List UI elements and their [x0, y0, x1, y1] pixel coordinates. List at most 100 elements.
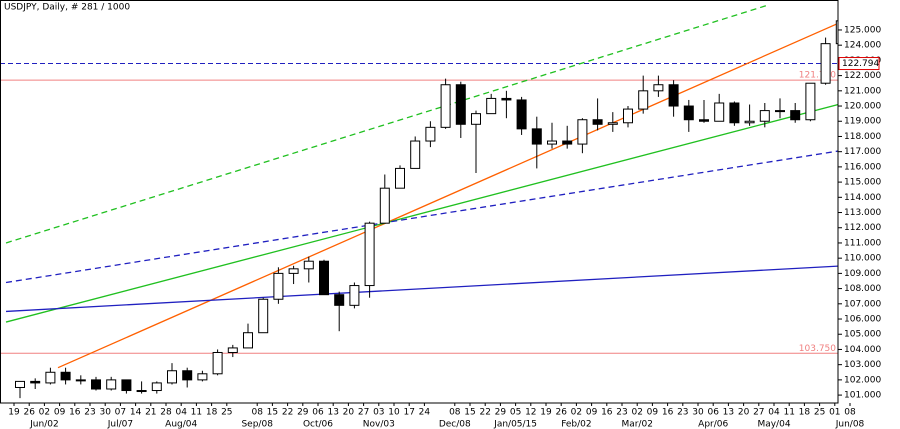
month-label: Sep/08	[241, 420, 273, 429]
x-tick-label: 12	[525, 408, 536, 418]
horizontal-line-label: 121.700	[799, 71, 836, 81]
x-tick-label: 27	[753, 408, 764, 418]
month-label: Jan/05/15	[493, 420, 537, 429]
x-tick-label: 09	[647, 408, 659, 418]
candle-body	[699, 119, 709, 122]
x-tick-label: 25	[814, 408, 825, 418]
x-tick-label: 28	[160, 408, 172, 418]
y-tick-label: 125.000	[844, 25, 881, 35]
x-tick-label: 29	[495, 408, 507, 418]
y-tick-label: 103.000	[844, 360, 881, 370]
candle-body	[683, 105, 694, 121]
x-tick-label: 26	[555, 408, 567, 418]
candle-body	[486, 97, 497, 115]
candle-body	[577, 119, 588, 145]
x-tick-label: 04	[175, 408, 187, 418]
candle-body	[471, 113, 481, 125]
candle-body	[258, 298, 269, 334]
candle-body	[775, 110, 785, 113]
candle-body	[531, 128, 542, 145]
x-tick-label: 05	[510, 408, 521, 418]
axes: 101.000 102.000 103.000 104.000 105.000 106.0…	[8, 25, 881, 429]
candle-body	[364, 222, 375, 287]
y-tick-label: 119.000	[844, 117, 881, 127]
x-tick-label: 16	[69, 408, 81, 418]
y-tick-label: 106.000	[844, 315, 881, 325]
x-tick-label: 15	[267, 408, 278, 418]
y-tick-label: 101.000	[844, 391, 881, 401]
candle-body	[30, 380, 41, 384]
candle-body	[15, 380, 25, 388]
candle-body	[714, 102, 725, 122]
current-price-box	[838, 57, 880, 71]
y-tick-label: 110.000	[844, 254, 881, 264]
candle-body	[820, 43, 831, 84]
candle-body	[638, 90, 649, 110]
x-tick-label: 23	[616, 408, 627, 418]
candle-body	[334, 294, 345, 306]
x-tick-label: 13	[327, 408, 338, 418]
x-tick-label: 19	[540, 408, 552, 418]
current-price-label: 122.794	[842, 59, 879, 69]
y-tick-label: 120.000	[844, 102, 881, 112]
x-tick-label: 27	[358, 408, 369, 418]
month-label: Aug/04	[165, 420, 197, 429]
y-tick-label: 105.000	[844, 330, 881, 340]
candle-body	[516, 99, 527, 130]
x-tick-label: 14	[130, 408, 142, 418]
candle-body	[592, 119, 603, 125]
candle-body	[653, 84, 664, 92]
y-tick-label: 118.000	[844, 132, 881, 142]
month-label: Jul/07	[107, 420, 133, 429]
candle-body	[379, 187, 390, 224]
x-tick-label: 01	[829, 408, 840, 418]
candle-body	[455, 84, 466, 125]
candle-body	[759, 110, 770, 122]
y-tick-label: 104.000	[844, 345, 881, 355]
trend-line	[5, 265, 838, 313]
y-tick-label: 117.000	[844, 147, 881, 157]
candle-body	[547, 140, 557, 145]
x-tick-label: 10	[388, 408, 400, 418]
month-label: Dec/08	[439, 420, 471, 429]
horizontal-line-label: 103.750	[799, 344, 836, 354]
y-tick-label: 113.000	[844, 208, 881, 218]
candle-body	[440, 84, 451, 128]
x-tick-label: 11	[191, 408, 202, 418]
month-label: Jun/02	[29, 420, 59, 429]
x-tick-label: 18	[799, 408, 811, 418]
candle-body	[151, 382, 162, 392]
x-tick-label: 02	[631, 408, 642, 418]
month-label: Feb/02	[561, 420, 591, 429]
trend-line	[57, 22, 838, 369]
month-label: Jun/08	[835, 420, 865, 429]
x-tick-label: 18	[206, 408, 218, 418]
x-tick-label: 26	[23, 408, 35, 418]
candle-body	[425, 126, 436, 142]
x-tick-label: 21	[145, 408, 156, 418]
x-tick-label: 07	[115, 408, 126, 418]
y-tick-label: 124.000	[844, 41, 881, 51]
x-tick-label: 08	[251, 408, 263, 418]
x-tick-label: 24	[419, 408, 431, 418]
candle-body	[744, 120, 755, 124]
plot-area: 121.700 103.750	[0, 5, 838, 399]
candle-body	[790, 110, 801, 121]
y-tick-label: 122.000	[844, 71, 881, 81]
x-tick-label: 15	[464, 408, 475, 418]
y-tick-label: 111.000	[844, 238, 881, 248]
candle-body	[197, 373, 208, 381]
month-label: Apr/06	[698, 420, 728, 429]
y-tick-label: 108.000	[844, 284, 881, 294]
x-tick-label: 25	[221, 408, 232, 418]
candle-body	[45, 371, 56, 384]
plot-frame	[0, 0, 839, 404]
x-tick-label: 30	[692, 408, 704, 418]
x-tick-label: 22	[479, 408, 490, 418]
x-tick-label: 06	[312, 408, 324, 418]
x-tick-label: 23	[84, 408, 95, 418]
x-tick-label: 20	[738, 408, 750, 418]
x-tick-label: 13	[723, 408, 734, 418]
x-tick-label: 08	[844, 408, 856, 418]
